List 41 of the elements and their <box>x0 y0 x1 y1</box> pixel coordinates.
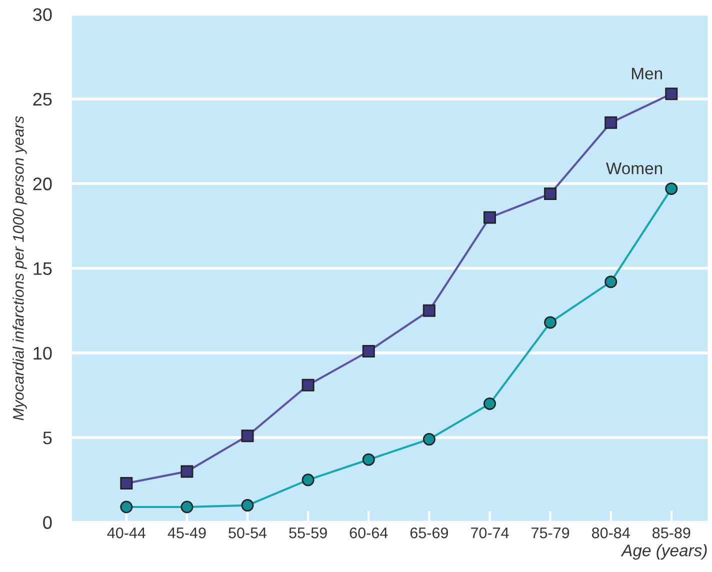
point <box>544 188 557 200</box>
x-tick-label: 50-54 <box>228 528 267 538</box>
y-tick-label: 5 <box>43 432 52 444</box>
x-tick-label: 65-69 <box>410 528 448 538</box>
point <box>302 378 314 392</box>
point <box>362 453 375 466</box>
point <box>544 316 557 329</box>
y-tick-label: 25 <box>33 92 52 106</box>
point <box>120 500 133 514</box>
series-label: Women <box>606 162 662 174</box>
point <box>604 116 618 129</box>
point <box>483 211 496 224</box>
point <box>362 344 375 358</box>
y-axis-title: Myocardial infarctions per 1000 person years <box>12 116 27 420</box>
point <box>180 465 194 478</box>
x-axis-title: Age (years) <box>620 544 707 560</box>
y-tick-label: 30 <box>33 8 52 22</box>
point <box>241 499 254 512</box>
x-tick-label: 60-64 <box>350 528 388 538</box>
point <box>604 276 618 288</box>
y-tick-label: 10 <box>34 346 52 360</box>
point <box>241 430 254 442</box>
x-tick-label: 70-74 <box>470 528 509 538</box>
y-tick-label: 20 <box>33 178 52 190</box>
y-tick-label: 15 <box>34 262 52 275</box>
point <box>422 433 436 446</box>
point <box>665 88 678 100</box>
point <box>302 474 314 486</box>
x-tick-label: 40-44 <box>107 528 146 538</box>
point <box>120 477 133 490</box>
point <box>483 397 496 410</box>
point <box>665 182 678 195</box>
x-tick-label: 85-89 <box>652 528 690 538</box>
y-tick-label: 0 <box>43 516 52 529</box>
point <box>422 304 436 317</box>
series-label: Men <box>632 68 662 80</box>
x-tick-label: 80-84 <box>592 528 630 538</box>
x-tick-label: 75-79 <box>532 528 570 538</box>
point <box>180 500 194 514</box>
x-tick-label: 55-59 <box>289 528 327 538</box>
x-tick-label: 45-49 <box>168 528 206 538</box>
